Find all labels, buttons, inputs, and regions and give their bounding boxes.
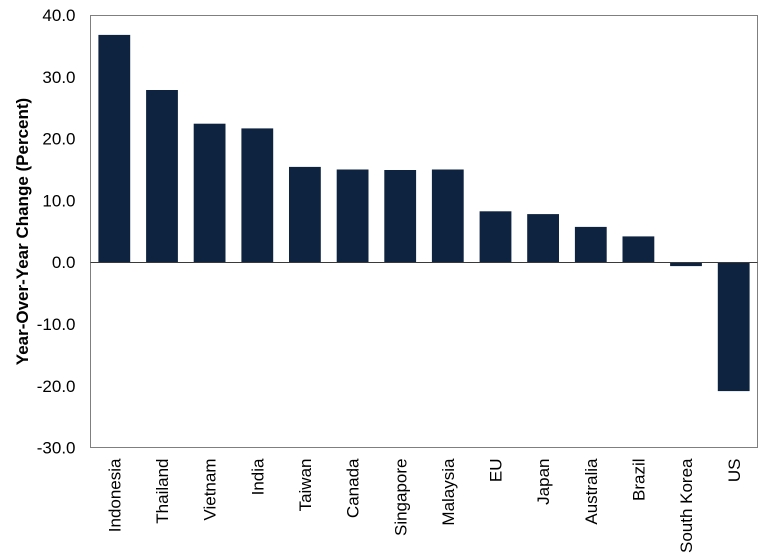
svg-text:-30.0: -30.0 [37, 439, 76, 458]
svg-text:-20.0: -20.0 [37, 377, 76, 396]
svg-text:Canada: Canada [344, 458, 363, 518]
svg-text:Indonesia: Indonesia [105, 458, 124, 532]
svg-text:10.0: 10.0 [42, 192, 75, 211]
svg-text:Brazil: Brazil [630, 459, 649, 502]
svg-text:Taiwan: Taiwan [296, 459, 315, 512]
svg-text:30.0: 30.0 [42, 68, 75, 87]
svg-text:EU: EU [487, 459, 506, 483]
svg-text:South Korea: South Korea [677, 458, 696, 553]
svg-text:India: India [248, 458, 267, 495]
svg-text:US: US [725, 459, 744, 483]
svg-text:Year-Over-Year Change (Percent: Year-Over-Year Change (Percent) [13, 98, 32, 365]
svg-text:Vietnam: Vietnam [201, 459, 220, 521]
svg-text:Australia: Australia [582, 458, 601, 525]
svg-text:Thailand: Thailand [153, 459, 172, 524]
svg-text:Malaysia: Malaysia [439, 458, 458, 526]
svg-text:40.0: 40.0 [42, 6, 75, 25]
svg-text:Singapore: Singapore [391, 459, 410, 537]
svg-text:Japan: Japan [534, 459, 553, 505]
svg-text:-10.0: -10.0 [37, 315, 76, 334]
svg-text:0.0: 0.0 [52, 253, 76, 272]
svg-text:20.0: 20.0 [42, 130, 75, 149]
